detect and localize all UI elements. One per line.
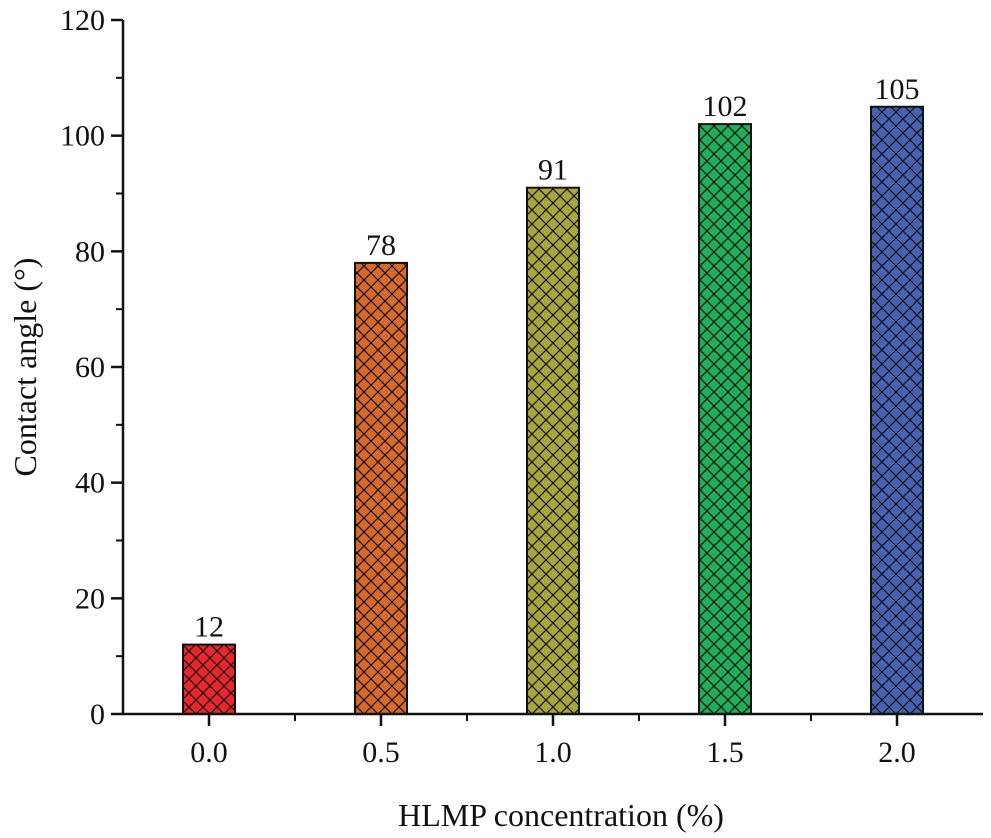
y-tick-label-60: 60 [75,351,105,384]
x-tick-label-1.5: 1.5 [706,736,744,769]
y-tick-label-20: 20 [75,582,105,615]
y-ticks-group: 0 20 40 60 80 100 120 [60,4,123,731]
x-axis-title: HLMP concentration (%) [398,797,724,833]
y-tick-label-0: 0 [90,698,105,731]
data-label-0.5: 78 [366,229,396,262]
x-tick-label-1.0: 1.0 [534,736,572,769]
y-tick-label-80: 80 [75,235,105,268]
bar-hatch-1.5 [698,123,752,716]
bar-hatch-1.0 [526,186,580,715]
bar-hatch-0.0 [182,643,236,715]
x-ticks-group: 0.0 0.5 1.0 1.5 2.0 [190,714,916,769]
x-tick-label-0.5: 0.5 [362,736,400,769]
y-tick-label-40: 40 [75,467,105,500]
data-label-0.0: 12 [194,611,224,644]
y-tick-label-120: 120 [60,4,105,37]
bar-hatch-2.0 [870,105,924,715]
y-axis-title: Contact angle (°) [7,258,43,477]
x-tick-label-2.0: 2.0 [878,736,916,769]
bars-group [182,105,924,716]
y-tick-label-100: 100 [60,120,105,153]
x-tick-label-0.0: 0.0 [190,736,228,769]
bar-hatch-0.5 [354,261,408,715]
data-labels-group: 12 78 91 102 105 [194,73,920,644]
data-label-1.0: 91 [538,154,568,187]
data-label-1.5: 102 [703,90,748,123]
data-label-2.0: 105 [875,73,920,106]
